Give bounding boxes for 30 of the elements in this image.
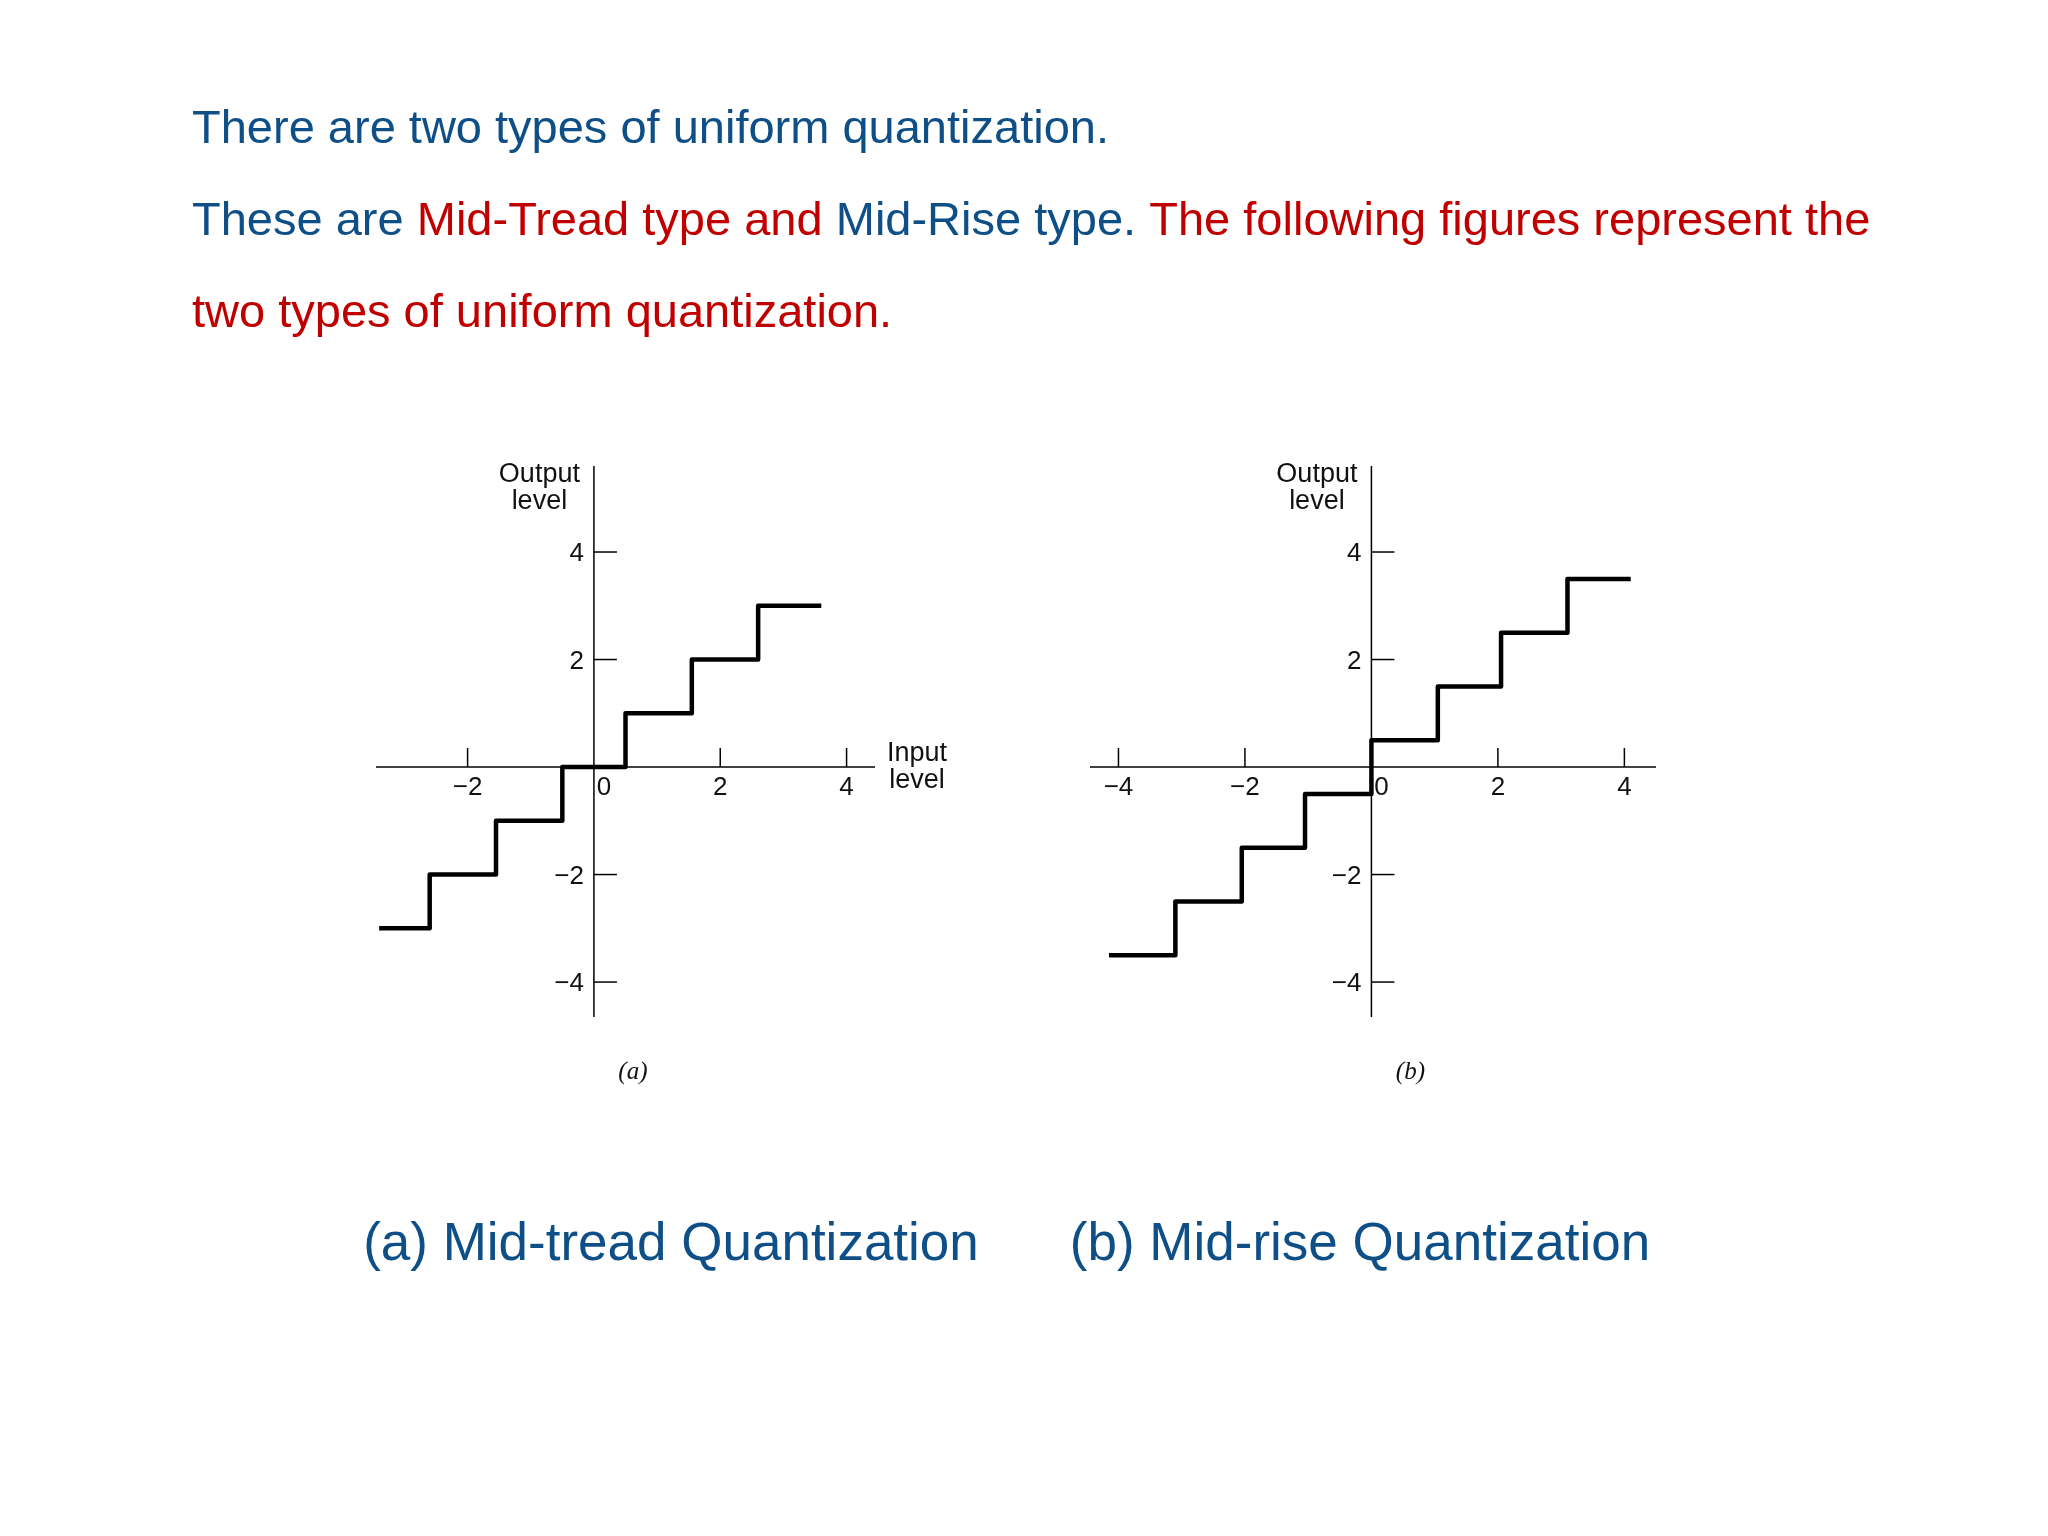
text: (b) <box>1395 1057 1425 1085</box>
y-tick-label: −4 <box>1331 967 1362 998</box>
y-tick-label: 2 <box>1346 644 1362 675</box>
y-tick-label: 2 <box>569 644 584 675</box>
text: two types of uniform quantization. <box>192 283 893 339</box>
text: Mid-Rise type. <box>835 191 1137 247</box>
y-axis-title: Output level <box>498 458 580 515</box>
y-tick-label: 4 <box>569 537 584 568</box>
y-axis-title: Output level <box>1276 458 1358 515</box>
text: These are <box>192 191 404 247</box>
x-tick-label: −2 <box>452 771 483 802</box>
x-tick-label: 2 <box>1490 771 1506 802</box>
x-tick-label: 4 <box>1617 771 1632 802</box>
x-tick-label: 2 <box>713 771 728 802</box>
text: There are two types of uniform quantization. <box>192 100 1109 153</box>
x-tick-label: −2 <box>1230 771 1260 802</box>
text: Mid-Tread type and <box>416 191 823 247</box>
y-tick-label: 4 <box>1346 537 1362 568</box>
y-tick-label: −2 <box>1331 859 1362 890</box>
x-tick-label: 4 <box>839 771 854 802</box>
text: The following figures represent the <box>1149 191 1871 247</box>
text: (b) Mid-rise Quantization <box>1069 1211 1651 1272</box>
x-tick-label: −4 <box>1103 771 1134 802</box>
x-tick-label: 0 <box>1374 771 1389 802</box>
x-axis-title: Input level <box>887 737 948 795</box>
y-tick-label: −4 <box>554 967 584 998</box>
text: (a) <box>618 1057 648 1085</box>
y-tick-label: −2 <box>554 859 584 890</box>
x-tick-label: 0 <box>596 771 612 802</box>
text: (a) Mid-tread Quantization <box>363 1211 979 1272</box>
